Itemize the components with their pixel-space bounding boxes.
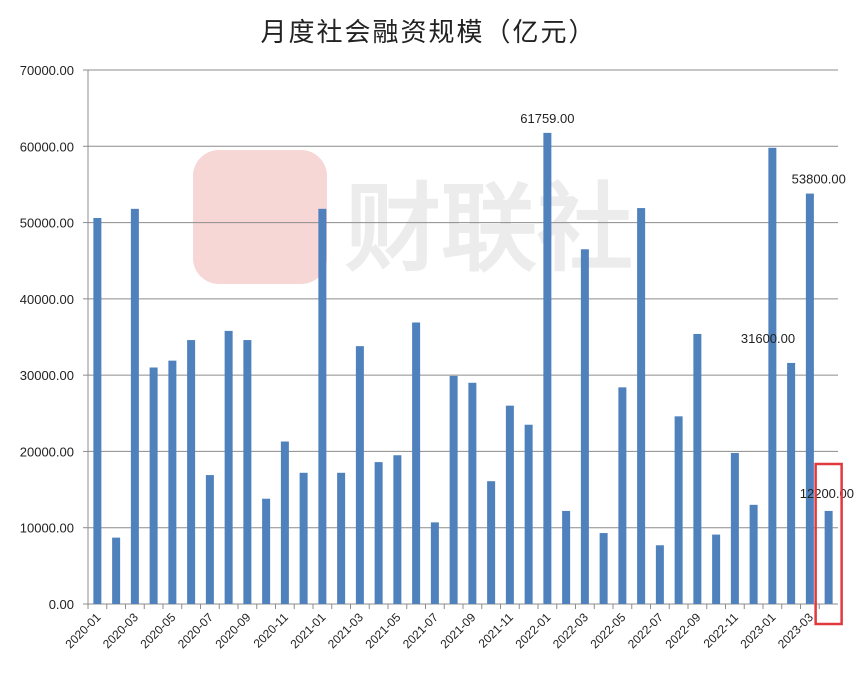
y-tick-label: 70000.00 bbox=[20, 63, 74, 78]
bar-2021-10 bbox=[487, 481, 496, 604]
bar-2022-06 bbox=[637, 208, 646, 604]
bar-2021-09 bbox=[468, 382, 477, 604]
x-tick-label: 2020-07 bbox=[175, 610, 216, 651]
bar-2022-03 bbox=[580, 249, 589, 604]
y-tick-label: 0.00 bbox=[49, 597, 74, 612]
y-tick-label: 10000.00 bbox=[20, 521, 74, 536]
highlight-box bbox=[814, 462, 843, 626]
x-tick-label: 2023-01 bbox=[737, 610, 778, 651]
bar-2021-07 bbox=[430, 522, 439, 604]
y-tick-label: 30000.00 bbox=[20, 368, 74, 383]
x-tick-label: 2020-11 bbox=[251, 610, 292, 651]
bar-2020-02 bbox=[112, 537, 121, 604]
x-tick-label: 2021-03 bbox=[325, 610, 366, 651]
bar-2022-08 bbox=[674, 416, 683, 604]
y-tick-label: 60000.00 bbox=[20, 139, 74, 154]
bar-2020-07 bbox=[205, 475, 214, 604]
y-tick-labels: 0.00 10000.00 20000.00 30000.00 40000.00 5000… bbox=[20, 63, 74, 612]
data-labels: 61759.00 53800.00 31600.00 12200.00 bbox=[520, 111, 854, 501]
bar-2022-10 bbox=[712, 534, 721, 604]
watermark-logo: 财联社 bbox=[193, 150, 633, 285]
x-tick-label: 2021-01 bbox=[287, 610, 328, 651]
bar-2022-02 bbox=[562, 510, 571, 604]
bar-2021-06 bbox=[412, 322, 421, 604]
bar-2023-02 bbox=[787, 362, 796, 604]
bar-2021-12 bbox=[524, 424, 533, 604]
bar-2021-08 bbox=[449, 375, 458, 604]
bar-2021-03 bbox=[355, 346, 364, 604]
x-tick-label: 2020-03 bbox=[100, 610, 141, 651]
bar-2021-05 bbox=[393, 455, 402, 604]
x-tick-label: 2021-05 bbox=[362, 610, 403, 651]
x-tick-label: 2021-09 bbox=[437, 610, 478, 651]
x-tick-labels: 2020-012020-032020-052020-072020-092020-… bbox=[62, 610, 816, 651]
data-label-2023-02: 31600.00 bbox=[741, 331, 795, 346]
bars bbox=[93, 132, 833, 604]
data-label-2023-04: 12200.00 bbox=[800, 486, 854, 501]
data-label-2023-03: 53800.00 bbox=[792, 172, 846, 187]
bar-2020-04 bbox=[149, 367, 158, 604]
watermark-c-icon bbox=[193, 150, 327, 284]
highlight-rectangle bbox=[814, 462, 843, 626]
bar-2023-04 bbox=[824, 510, 833, 604]
bar-2021-04 bbox=[374, 462, 383, 604]
bar-2021-11 bbox=[505, 405, 514, 604]
bar-2023-03 bbox=[805, 193, 814, 604]
x-tick-label: 2022-07 bbox=[625, 610, 666, 651]
x-tick-label: 2022-11 bbox=[701, 610, 742, 651]
y-tick-label: 50000.00 bbox=[20, 216, 74, 231]
data-label-2022-01: 61759.00 bbox=[520, 111, 574, 126]
bar-2022-07 bbox=[655, 545, 664, 604]
watermark-text: 财联社 bbox=[345, 173, 633, 285]
bar-2020-06 bbox=[187, 340, 196, 604]
chart-title: 月度社会融资规模（亿元） bbox=[260, 18, 597, 48]
bar-2020-10 bbox=[262, 498, 271, 604]
x-tick-label: 2020-01 bbox=[62, 610, 103, 651]
grid-lines bbox=[83, 69, 838, 605]
x-tick-label: 2021-11 bbox=[476, 610, 517, 651]
bar-2020-11 bbox=[280, 441, 289, 604]
bar-2020-01 bbox=[93, 217, 102, 604]
bar-2020-08 bbox=[224, 330, 233, 604]
x-tick-label: 2022-09 bbox=[662, 610, 703, 651]
bar-2022-01 bbox=[543, 132, 552, 604]
x-tick-label: 2021-07 bbox=[400, 610, 441, 651]
bar-2020-09 bbox=[243, 340, 252, 604]
bar-2021-01 bbox=[318, 208, 327, 604]
bar-2020-05 bbox=[168, 360, 177, 604]
bar-2020-12 bbox=[299, 472, 308, 604]
y-tick-label: 40000.00 bbox=[20, 292, 74, 307]
x-tick-label: 2022-01 bbox=[512, 610, 553, 651]
x-tick-label: 2023-03 bbox=[775, 610, 816, 651]
bar-2022-09 bbox=[693, 333, 702, 604]
x-tick-label: 2020-09 bbox=[212, 610, 253, 651]
bar-2020-03 bbox=[130, 208, 139, 604]
y-tick-label: 20000.00 bbox=[20, 444, 74, 459]
bar-2022-12 bbox=[749, 504, 758, 604]
bar-2022-05 bbox=[618, 387, 627, 604]
bar-2022-11 bbox=[730, 452, 739, 604]
bar-2021-02 bbox=[337, 472, 346, 604]
bar-2023-01 bbox=[768, 147, 777, 604]
x-tick-label: 2022-03 bbox=[550, 610, 591, 651]
bar-2022-04 bbox=[599, 533, 608, 604]
x-tick-label: 2020-05 bbox=[137, 610, 178, 651]
x-tick-label: 2022-05 bbox=[587, 610, 628, 651]
